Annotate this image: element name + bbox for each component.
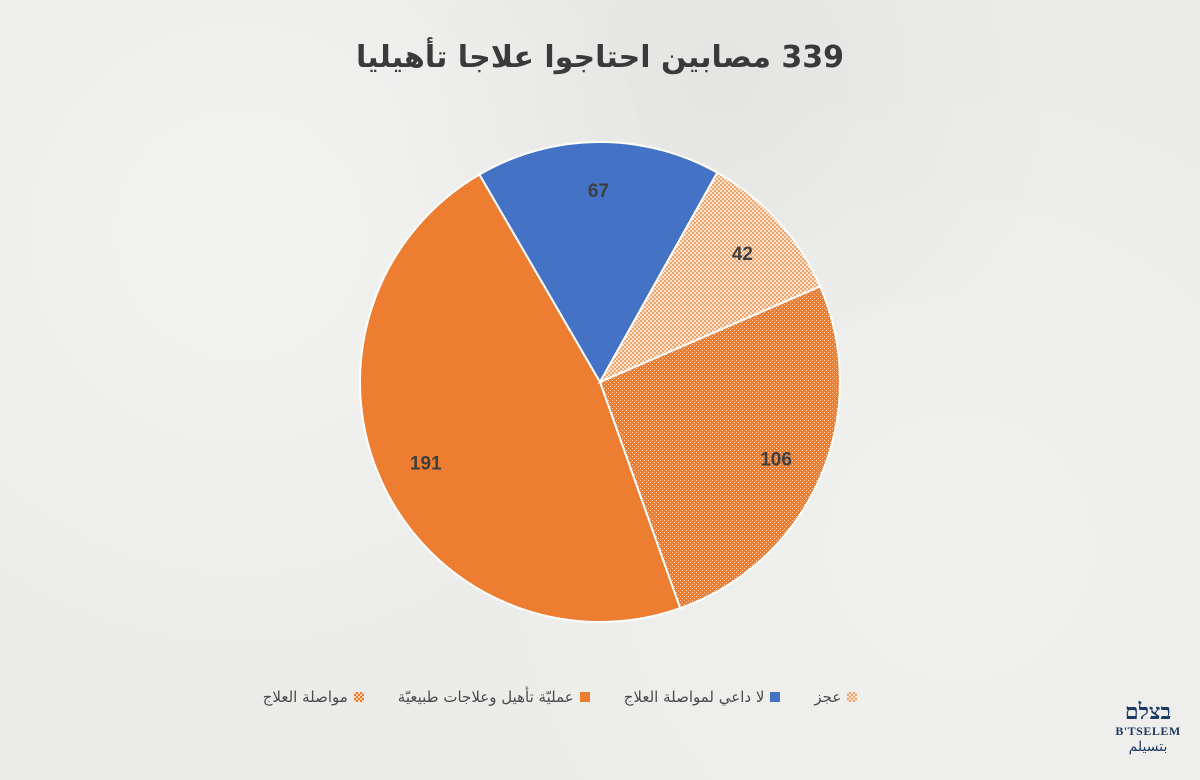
- legend: مواصلة العلاج عمليّة تأهيل وعلاجات طبيعيّ…: [180, 688, 940, 706]
- legend-swatch: [579, 692, 590, 702]
- legend-item-3: عجز: [814, 688, 858, 706]
- legend-label: مواصلة العلاج: [262, 688, 348, 706]
- pie-slice-1: [359, 173, 682, 623]
- legend-swatch: [353, 692, 364, 702]
- legend-item-2: لا داعي لمواصلة العلاج: [624, 688, 781, 706]
- legend-label: عجز: [814, 688, 842, 706]
- pie-slice-2: [478, 141, 719, 385]
- legend-label: عمليّة تأهيل وعلاجات طبيعيّة: [397, 688, 574, 706]
- pie-slice-3: [597, 171, 822, 385]
- slice-value-label-2: 67: [588, 181, 609, 202]
- legend-swatch: [847, 692, 858, 702]
- legend-label: لا داعي لمواصلة العلاج: [623, 688, 765, 706]
- slice-value-label-3: 42: [732, 244, 753, 265]
- logo-arabic-text: بتسيلم: [1128, 739, 1168, 755]
- slice-value-label-1: 191: [410, 454, 442, 475]
- legend-item-0: مواصلة العلاج: [263, 688, 364, 706]
- logo-hebrew-text: בצלם: [1124, 699, 1172, 725]
- logo-latin-text: B'TSELEM: [1115, 724, 1181, 738]
- legend-swatch: [770, 692, 781, 702]
- chart-title: 339 مصابين احتاجوا علاجا تأهيليا: [356, 40, 844, 75]
- legend-item-1: عمليّة تأهيل وعلاجات طبيعيّة: [398, 688, 590, 706]
- pie-slice-0: [598, 284, 841, 610]
- btselem-logo: בצלם B'TSELEM بتسيلم: [1108, 700, 1188, 756]
- slice-value-label-0: 106: [760, 450, 792, 471]
